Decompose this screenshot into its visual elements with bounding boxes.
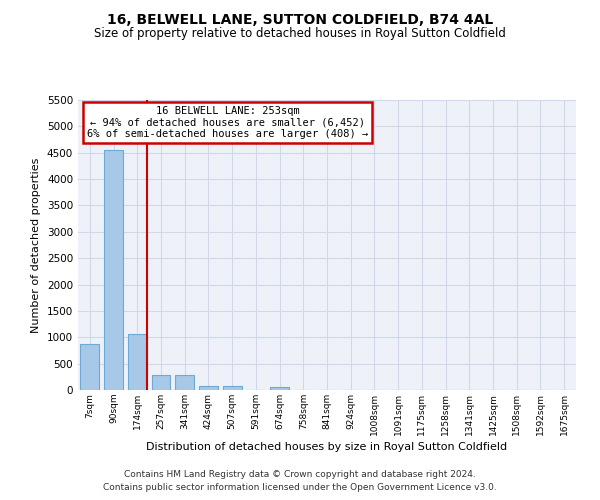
Bar [270,387,289,390]
Text: 16, BELWELL LANE, SUTTON COLDFIELD, B74 4AL: 16, BELWELL LANE, SUTTON COLDFIELD, B74 … [107,12,493,26]
Text: Size of property relative to detached houses in Royal Sutton Coldfield: Size of property relative to detached ho… [94,28,506,40]
Bar [175,374,194,390]
Bar [223,386,242,390]
Bar [152,374,170,390]
Bar [80,344,100,390]
Text: Distribution of detached houses by size in Royal Sutton Coldfield: Distribution of detached houses by size … [146,442,508,452]
Y-axis label: Number of detached properties: Number of detached properties [31,158,41,332]
Text: 16 BELWELL LANE: 253sqm
← 94% of detached houses are smaller (6,452)
6% of semi-: 16 BELWELL LANE: 253sqm ← 94% of detache… [87,106,368,139]
Text: Contains public sector information licensed under the Open Government Licence v3: Contains public sector information licen… [103,482,497,492]
Bar [199,386,218,390]
Bar [104,150,123,390]
Text: Contains HM Land Registry data © Crown copyright and database right 2024.: Contains HM Land Registry data © Crown c… [124,470,476,479]
Bar [128,334,147,390]
